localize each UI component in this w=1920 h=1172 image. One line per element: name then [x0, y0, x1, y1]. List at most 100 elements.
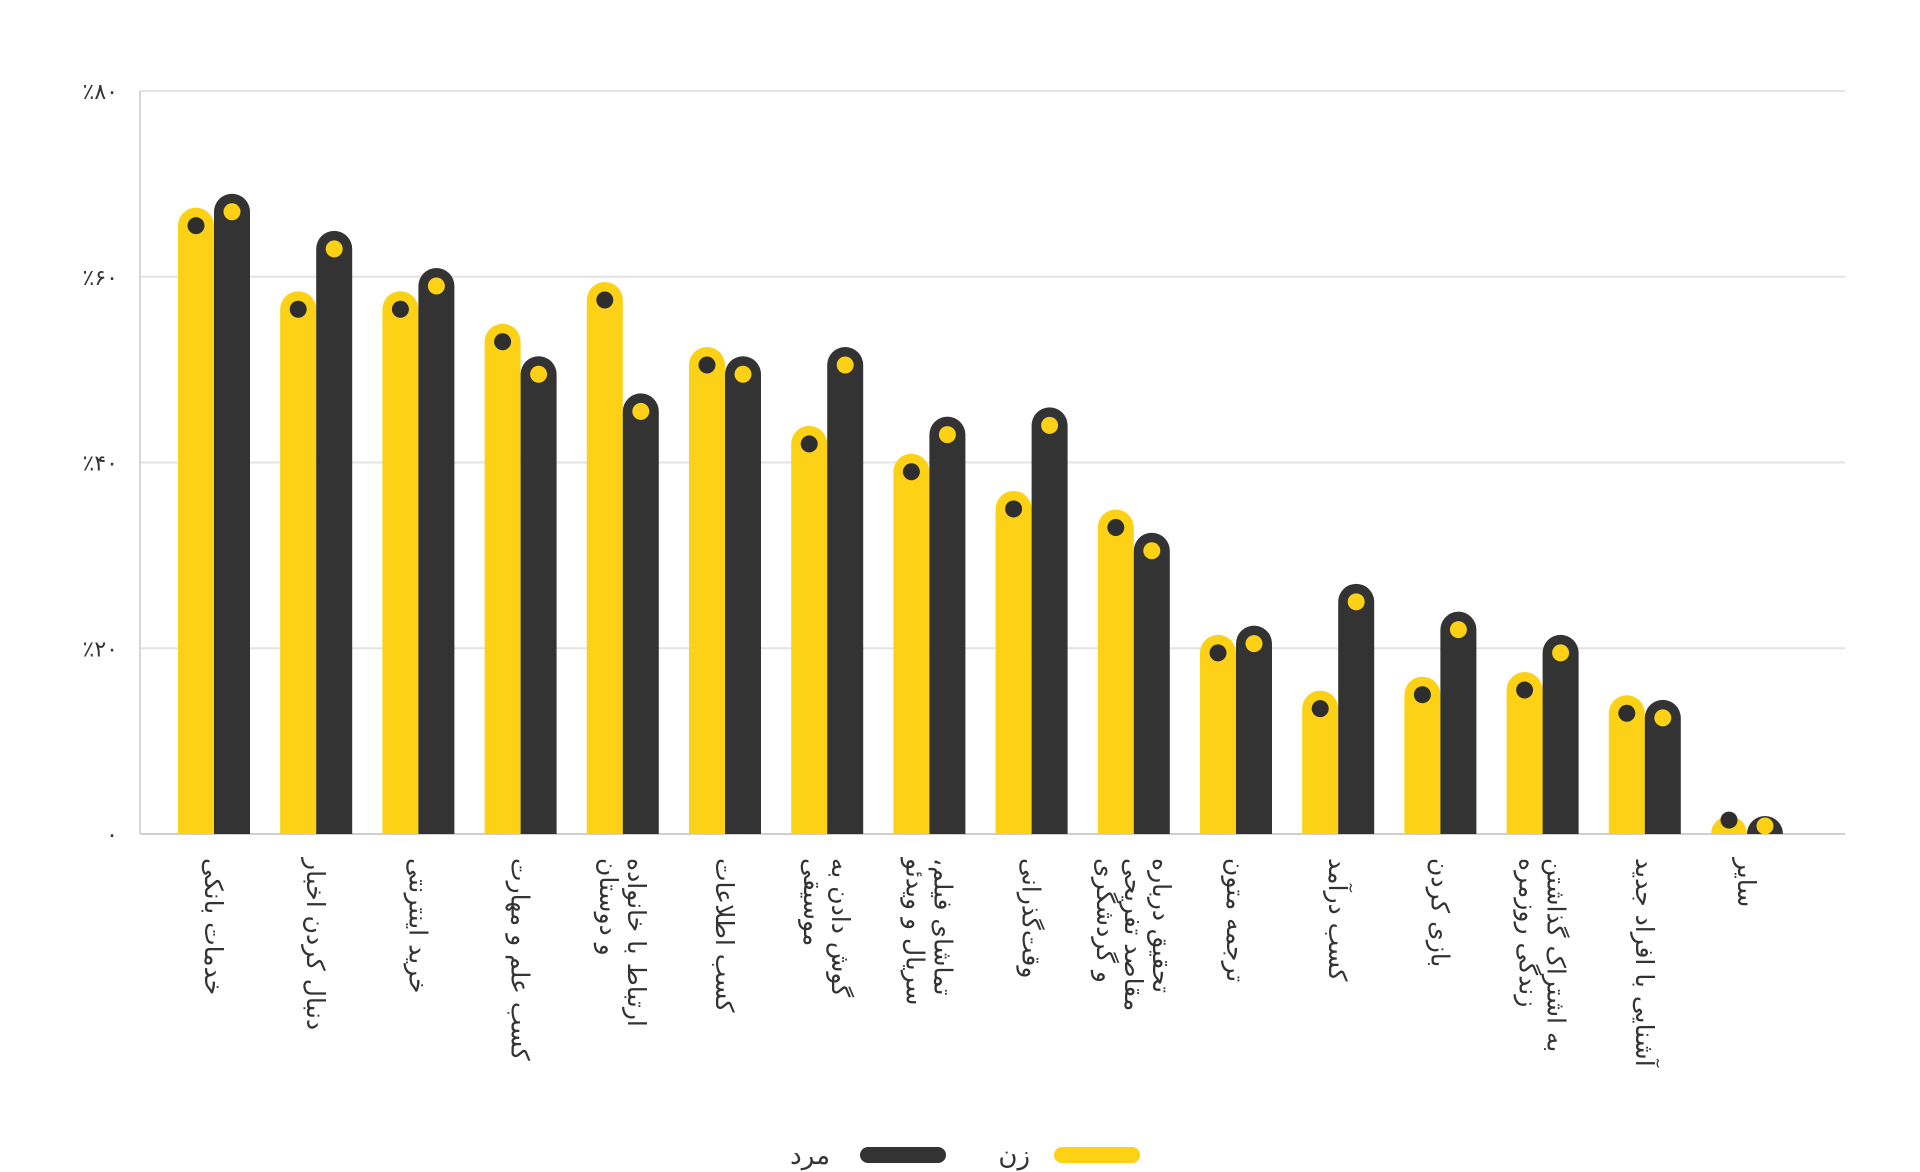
bar-dot-male — [1143, 542, 1161, 560]
bar-male — [1031, 407, 1068, 834]
category-label: ارتباط با خانواده — [622, 858, 651, 1027]
bar-male — [520, 356, 557, 834]
bar-male — [1133, 532, 1170, 834]
bar-dot-female — [698, 356, 716, 374]
bar-male — [725, 356, 761, 834]
bar-male — [1644, 699, 1681, 834]
bar-dot-female — [187, 217, 205, 235]
bar-female — [1302, 690, 1339, 834]
bar-dot-female — [1107, 519, 1125, 537]
category-label: سریال و ویدئو — [899, 856, 929, 1005]
bar-female — [1506, 672, 1543, 834]
bar-dot-male — [1347, 593, 1365, 611]
category-label: بازی کردن — [1425, 858, 1454, 967]
bar-dot-female — [902, 463, 920, 481]
bar-dot-male — [632, 402, 650, 420]
bar-female — [995, 490, 1032, 834]
y-tick-label: ۰ — [106, 823, 118, 848]
category-label-group: کسب علم و مهارت — [505, 858, 535, 1061]
bar-dot-male — [1552, 644, 1570, 662]
y-tick-label: ٪۲۰ — [83, 637, 118, 662]
category-label: خدمات بانکی — [199, 858, 228, 995]
category-label-group: خرید اینترنتی — [403, 858, 432, 993]
category-label-group: آشنایی با افراد جدید — [1630, 858, 1660, 1068]
category-label: خرید اینترنتی — [403, 858, 432, 993]
bar-dot-female — [1516, 681, 1534, 699]
category-label: کسب اطلاعات — [710, 858, 739, 1013]
y-tick-label: ٪۶۰ — [83, 266, 118, 291]
category-label: کسب علم و مهارت — [505, 858, 535, 1061]
category-label-group: سایر — [1732, 856, 1761, 907]
category-label-group: ترجمه متون — [1221, 858, 1250, 982]
bar-male — [316, 230, 353, 834]
bar-male — [418, 268, 455, 835]
category-label: و دوستان — [593, 858, 623, 956]
bar-dot-female — [1618, 704, 1636, 722]
bar-dot-female — [1005, 500, 1023, 518]
bar-male — [1440, 611, 1477, 834]
category-label: آشنایی با افراد جدید — [1630, 858, 1660, 1068]
bar-male — [1542, 634, 1579, 834]
bar-male — [622, 393, 659, 834]
bar-female — [1097, 509, 1134, 834]
bar-dot-female — [1413, 686, 1431, 704]
category-label: کسب درآمد — [1323, 858, 1353, 981]
bar-female — [1200, 634, 1236, 834]
category-label: سایر — [1732, 856, 1761, 907]
category-label: موسیقی — [798, 858, 827, 946]
category-label: زندگی روزمره — [1513, 858, 1543, 1007]
bar-dot-male — [1041, 416, 1059, 434]
category-label: دنبال کردن اخبار — [301, 856, 330, 1030]
category-label: به اشتراک گذاشتن — [1542, 858, 1571, 1052]
bar-dot-male — [734, 365, 752, 383]
category-label-group: کسب اطلاعات — [710, 858, 739, 1013]
y-tick-label: ٪۸۰ — [83, 80, 118, 105]
category-label: ترجمه متون — [1221, 858, 1250, 982]
legend-label-male: مرد — [790, 1141, 830, 1171]
category-label-group: خدمات بانکی — [199, 858, 228, 995]
category-label: تحقیق درباره — [1147, 858, 1176, 993]
bar-female — [1404, 676, 1441, 834]
bar-male — [929, 416, 966, 834]
category-label: گوش دادن به — [826, 858, 855, 997]
bar-dot-male — [530, 365, 548, 383]
bar-female — [791, 425, 828, 834]
bar-female — [280, 291, 317, 835]
category-label-group: بازی کردن — [1425, 858, 1454, 967]
bar-dot-female — [800, 435, 818, 453]
bar-dot-female — [1311, 700, 1329, 718]
bar-female — [1608, 695, 1645, 834]
bar-dot-male — [325, 240, 343, 258]
category-label: و گردشگری — [1090, 858, 1120, 983]
bar-dot-male — [1449, 621, 1467, 639]
bar-male — [1236, 625, 1272, 834]
bar-dot-male — [223, 203, 241, 221]
category-label-group: کسب درآمد — [1323, 858, 1353, 981]
bar-female — [382, 291, 419, 835]
bar-female — [689, 346, 725, 834]
category-label-group: وقت‌گذرانی — [1016, 858, 1046, 978]
bar-dot-male — [427, 277, 445, 295]
category-label-group: تماشای فیلم،سریال و ویدئو — [899, 856, 957, 1005]
bar-male — [827, 346, 864, 834]
category-label-group: دنبال کردن اخبار — [301, 856, 330, 1030]
bar-male — [1338, 583, 1375, 834]
bar-dot-female — [596, 291, 614, 309]
category-label: وقت‌گذرانی — [1016, 858, 1046, 978]
bar-dot-female — [391, 300, 409, 318]
bar-dot-male — [1245, 635, 1263, 653]
bar-dot-female — [289, 300, 307, 318]
bar-male — [214, 193, 250, 834]
category-label: مقاصد تفریحی — [1119, 858, 1148, 1011]
bar-dot-female — [494, 333, 512, 351]
bar-female — [893, 453, 930, 834]
legend-label-female: زن — [998, 1141, 1030, 1171]
bar-dot-male — [836, 356, 854, 374]
category-label: تماشای فیلم، — [927, 858, 957, 996]
